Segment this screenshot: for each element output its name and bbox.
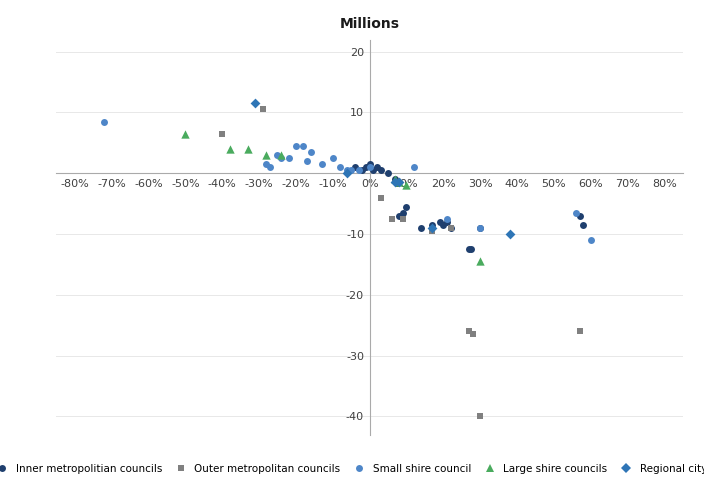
Legend: Inner metropolitian councils, Outer metropolitan councils, Small shire council, : Inner metropolitian councils, Outer metr…	[0, 464, 704, 474]
Point	[375, 166, 386, 174]
Point	[342, 166, 353, 174]
Point	[290, 142, 301, 150]
Point	[390, 175, 401, 183]
Point	[415, 224, 427, 232]
Point	[463, 246, 474, 253]
Point	[427, 227, 438, 235]
Point	[427, 224, 438, 232]
Point	[394, 212, 405, 220]
Point	[408, 163, 420, 171]
Point	[242, 145, 253, 153]
Point	[283, 154, 294, 162]
Point	[386, 215, 397, 223]
Point	[434, 218, 445, 226]
Point	[357, 166, 368, 174]
Point	[99, 118, 110, 125]
Point	[260, 160, 272, 168]
Point	[465, 246, 477, 253]
Point	[463, 328, 474, 335]
Point	[272, 151, 283, 159]
Point	[298, 142, 309, 150]
Point	[438, 221, 449, 229]
Point	[397, 209, 408, 217]
Point	[316, 160, 327, 168]
Point	[467, 330, 479, 338]
Point	[342, 169, 353, 177]
Point	[397, 215, 408, 223]
Point	[474, 224, 486, 232]
Point	[327, 154, 339, 162]
Point	[474, 257, 486, 265]
Point	[375, 194, 386, 202]
Point	[574, 212, 585, 220]
Point	[394, 178, 405, 186]
Point	[371, 163, 382, 171]
Point	[445, 224, 456, 232]
Point	[585, 236, 596, 244]
Point	[217, 130, 228, 138]
Point	[349, 163, 360, 171]
Point	[441, 218, 453, 226]
Point	[353, 166, 364, 174]
Point	[250, 99, 261, 107]
Point	[334, 163, 346, 171]
Point	[360, 163, 372, 171]
Point	[474, 412, 486, 420]
Point	[394, 178, 405, 186]
Point	[265, 163, 276, 171]
Point	[305, 148, 316, 156]
Point	[275, 151, 287, 159]
Point	[301, 157, 313, 165]
Point	[260, 151, 272, 159]
Point	[574, 328, 585, 335]
Point	[504, 230, 515, 238]
Point	[474, 224, 486, 232]
Point	[427, 221, 438, 229]
Point	[257, 106, 268, 114]
Title: Millions: Millions	[339, 17, 400, 32]
Point	[441, 215, 453, 223]
Point	[401, 203, 412, 210]
Point	[367, 166, 379, 174]
Point	[275, 154, 287, 162]
Point	[364, 160, 375, 168]
Point	[445, 224, 456, 232]
Point	[224, 145, 235, 153]
Point	[364, 163, 375, 171]
Point	[570, 209, 582, 217]
Point	[390, 175, 401, 183]
Point	[578, 221, 589, 229]
Point	[401, 181, 412, 189]
Point	[382, 169, 394, 177]
Point	[346, 166, 357, 174]
Point	[180, 130, 191, 138]
Point	[390, 178, 401, 186]
